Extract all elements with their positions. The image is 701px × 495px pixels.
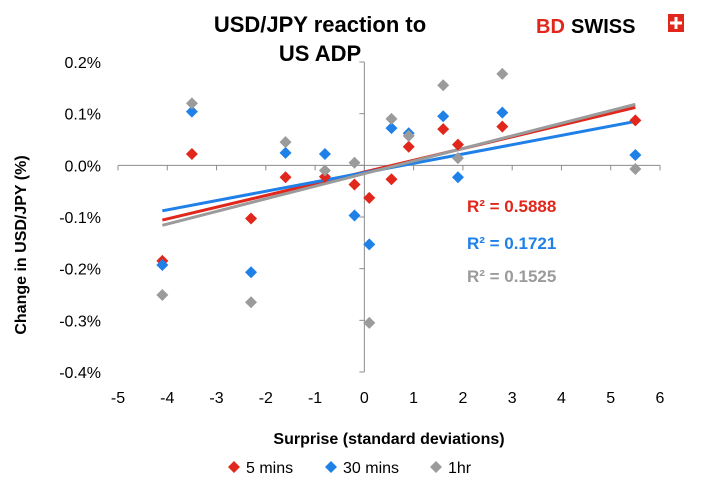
data-point-5-mins xyxy=(496,120,509,133)
data-point-1hr xyxy=(245,296,258,309)
y-tick-label: -0.2% xyxy=(59,262,101,279)
data-point-5-mins xyxy=(363,191,376,204)
r2-label-1hr: R² = 0.1525 xyxy=(467,267,556,286)
data-point-1hr xyxy=(348,156,361,169)
y-tick-labels: 0.2% 0.1% 0.0% -0.1% -0.2% -0.3% -0.4% xyxy=(59,55,101,382)
data-point-5-mins xyxy=(318,170,331,183)
data-point-30-mins xyxy=(451,171,464,184)
y-tick-label: 0.2% xyxy=(65,55,101,72)
data-point-1hr xyxy=(279,136,292,149)
y-axis-label: Change in USD/JPY (%) xyxy=(13,155,30,334)
chart-title-line-1: USD/JPY reaction to xyxy=(214,12,426,37)
x-tick-label: 0 xyxy=(360,390,369,407)
data-point-5-mins xyxy=(245,212,258,225)
legend-label-1hr: 1hr xyxy=(448,460,472,477)
data-point-30-mins xyxy=(185,105,198,118)
y-tick-label: -0.1% xyxy=(59,210,101,227)
legend-label-5-mins: 5 mins xyxy=(246,460,293,477)
y-tick-label: 0.0% xyxy=(65,158,101,175)
x-tick-label: 1 xyxy=(409,390,418,407)
x-axis-label: Surprise (standard deviations) xyxy=(273,431,504,448)
logo-text-swiss: SWISS xyxy=(571,16,635,38)
legend-marker-1hr xyxy=(430,461,442,473)
data-point-1hr xyxy=(402,129,415,142)
legend-label-30-mins: 30 mins xyxy=(343,460,399,477)
y-tick-label: -0.3% xyxy=(59,313,101,330)
data-point-30-mins xyxy=(245,266,258,279)
data-point-5-mins xyxy=(185,147,198,160)
logo-cross-icon xyxy=(670,17,682,29)
x-tick-label: -3 xyxy=(209,390,223,407)
legend: 5 mins 30 mins 1hr xyxy=(228,460,472,477)
data-point-5-mins xyxy=(385,173,398,186)
bdswiss-logo: BD SWISS xyxy=(536,14,684,38)
data-point-5-mins xyxy=(402,140,415,153)
data-points xyxy=(156,67,642,329)
x-tick-label: -4 xyxy=(160,390,174,407)
x-tick-label: 2 xyxy=(458,390,467,407)
x-tick-label: -2 xyxy=(259,390,273,407)
trendline-1hr xyxy=(161,102,636,227)
data-point-30-mins xyxy=(496,106,509,119)
data-point-5-mins xyxy=(437,123,450,136)
data-point-1hr xyxy=(629,162,642,175)
x-tick-label: 4 xyxy=(557,390,566,407)
y-tick-label: -0.4% xyxy=(59,365,101,382)
data-point-5-mins xyxy=(279,171,292,184)
y-tick-label: 0.1% xyxy=(65,107,101,124)
data-point-1hr xyxy=(185,97,198,110)
data-point-1hr xyxy=(437,79,450,92)
x-tick-label: -5 xyxy=(111,390,125,407)
data-point-30-mins xyxy=(318,147,331,160)
data-point-5-mins xyxy=(348,178,361,191)
logo-text-bd: BD xyxy=(536,16,565,38)
data-point-1hr xyxy=(156,289,169,302)
x-tick-label: 6 xyxy=(656,390,665,407)
trendlines xyxy=(161,102,636,227)
data-point-1hr xyxy=(385,112,398,125)
data-point-1hr xyxy=(363,316,376,329)
data-point-1hr xyxy=(451,152,464,165)
chart-title-line-2: US ADP xyxy=(279,41,361,66)
data-point-5-mins xyxy=(451,138,464,151)
data-point-30-mins xyxy=(629,149,642,161)
data-point-30-mins xyxy=(363,238,376,251)
data-point-30-mins xyxy=(348,209,361,222)
data-point-1hr xyxy=(318,164,331,177)
data-point-1hr xyxy=(496,67,509,80)
r2-label-30-mins: R² = 0.1721 xyxy=(467,234,556,253)
legend-marker-30-mins xyxy=(325,461,337,473)
data-point-30-mins xyxy=(437,110,450,123)
data-point-5-mins xyxy=(629,114,642,127)
r2-label-5-mins: R² = 0.5888 xyxy=(467,197,556,216)
data-point-30-mins xyxy=(279,146,292,159)
data-point-30-mins xyxy=(156,259,169,272)
x-tick-label: 3 xyxy=(508,390,517,407)
x-tick-labels: -5 -4 -3 -2 -1 0 1 2 3 4 5 6 xyxy=(111,390,665,407)
legend-marker-5-mins xyxy=(228,461,240,473)
x-tick-label: 5 xyxy=(606,390,615,407)
data-point-30-mins xyxy=(385,122,398,135)
x-tick-label: -1 xyxy=(308,390,322,407)
